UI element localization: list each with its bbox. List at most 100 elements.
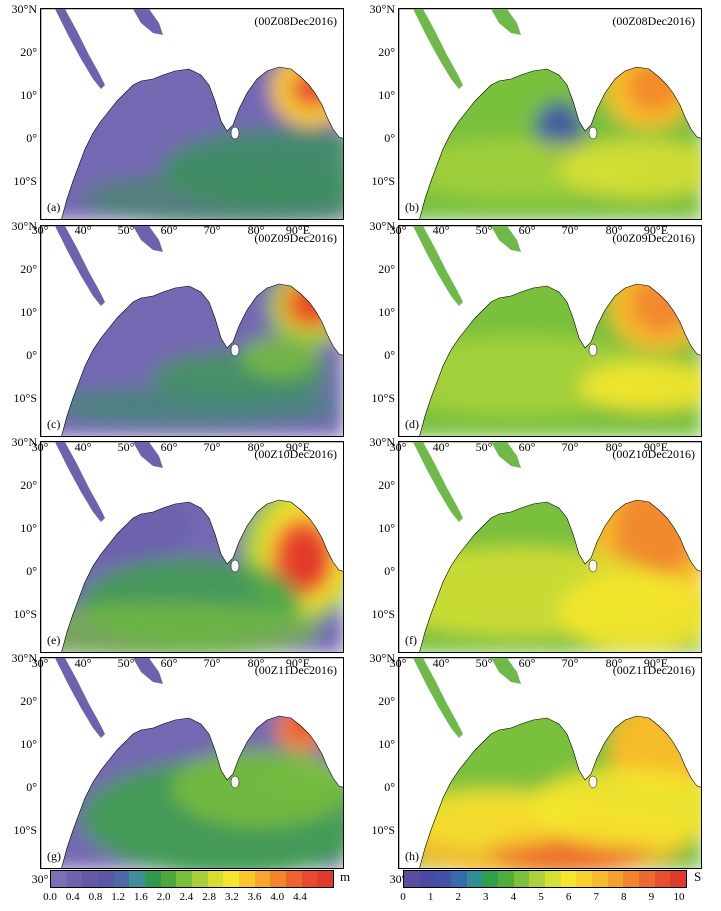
colorbar-tick-label: 0.4 bbox=[65, 891, 80, 903]
lon-tick-label: 30° bbox=[31, 223, 49, 237]
map-wave-height bbox=[40, 657, 344, 869]
lat-tick-label: 10°S bbox=[371, 823, 395, 837]
colorbar-tick-label: 0.0 bbox=[43, 891, 57, 903]
map-field bbox=[399, 658, 701, 868]
lon-tick-label: 40° bbox=[432, 440, 450, 454]
colorbar-swatch bbox=[607, 871, 624, 887]
map-field bbox=[41, 442, 343, 652]
date-label: (00Z11Dec2016) bbox=[253, 663, 338, 678]
lon-tick-label: 60° bbox=[160, 656, 178, 670]
map-wave-height bbox=[40, 8, 344, 220]
panel-d: (00Z09Dec2016) (d) bbox=[398, 225, 702, 437]
lon-tick-label: 60° bbox=[518, 656, 536, 670]
lat-tick-label: 10° bbox=[20, 737, 37, 751]
lon-tick-label: 70° bbox=[203, 223, 221, 237]
colorbar-tick-label: 9 bbox=[648, 891, 655, 903]
map-wave-period bbox=[398, 225, 702, 437]
lat-tick-label: 0° bbox=[384, 348, 395, 362]
colorbar-tick-label: 3.2 bbox=[224, 891, 239, 903]
date-label: (00Z08Dec2016) bbox=[611, 14, 696, 29]
panel-letter: (d) bbox=[404, 417, 420, 432]
lat-tick-label: 0° bbox=[26, 131, 37, 145]
lon-tick-label: 90°E bbox=[643, 223, 669, 237]
panel-a: (00Z08Dec2016) (a) bbox=[40, 8, 344, 220]
lon-tick-label: 60° bbox=[160, 440, 178, 454]
colorbar-tick-label: 3.6 bbox=[247, 891, 262, 903]
colorbar-swatch bbox=[254, 871, 271, 887]
lon-tick-label: 70° bbox=[561, 656, 579, 670]
colorbar-tick-label: 7 bbox=[593, 891, 599, 903]
lon-tick-label: 80° bbox=[247, 656, 265, 670]
lon-tick-label: 30° bbox=[31, 872, 49, 886]
lon-tick-label: 80° bbox=[247, 440, 265, 454]
date-label: (00Z09Dec2016) bbox=[253, 231, 338, 246]
lat-tick-label: 10°S bbox=[371, 607, 395, 621]
lat-tick-label: 20° bbox=[378, 478, 395, 492]
lat-tick-label: 30°N bbox=[11, 651, 37, 665]
colorbar-swatch bbox=[529, 871, 546, 887]
panel-b: (00Z08Dec2016) (b) bbox=[398, 8, 702, 220]
lon-tick-label: 50° bbox=[117, 656, 135, 670]
colorbar-tick-label: 6 bbox=[565, 891, 572, 903]
colorbar-swatch bbox=[317, 871, 334, 887]
map-field bbox=[41, 658, 343, 868]
lat-tick-label: 10° bbox=[20, 305, 37, 319]
map-wave-period bbox=[398, 657, 702, 869]
colorbar-swatch bbox=[545, 871, 561, 887]
colorbar-tick-label: 8 bbox=[621, 891, 627, 903]
lon-tick-label: 30° bbox=[389, 440, 407, 454]
map-field bbox=[41, 226, 343, 436]
colorbar-tick-label: 1.6 bbox=[134, 891, 148, 903]
colorbar-swatch bbox=[286, 871, 302, 887]
colorbar-tick-label: 5 bbox=[538, 891, 544, 903]
lat-tick-label: 20° bbox=[20, 694, 37, 708]
lon-tick-label: 30° bbox=[389, 223, 407, 237]
colorbar-swatch bbox=[239, 871, 255, 887]
lat-tick-label: 10°S bbox=[371, 174, 395, 188]
colorbar-tick-label: 0 bbox=[400, 891, 406, 903]
lon-tick-label: 30° bbox=[389, 872, 407, 886]
colorbar-unit-s: S bbox=[694, 869, 702, 884]
lat-tick-label: 20° bbox=[378, 262, 395, 276]
map-field bbox=[399, 226, 701, 436]
lat-tick-label: 10° bbox=[20, 88, 37, 102]
map-wave-period bbox=[398, 441, 702, 653]
lon-tick-label: 90°E bbox=[285, 656, 311, 670]
lon-tick-label: 90°E bbox=[643, 656, 669, 670]
map-wave-period bbox=[398, 8, 702, 220]
colorbar-swatch bbox=[207, 871, 224, 887]
lon-tick-label: 70° bbox=[203, 440, 221, 454]
lon-tick-label: 70° bbox=[203, 656, 221, 670]
date-label: (00Z09Dec2016) bbox=[611, 231, 696, 246]
panel-letter: (a) bbox=[46, 200, 62, 215]
panel-f: (00Z10Dec2016) (f) bbox=[398, 441, 702, 653]
panel-letter: (h) bbox=[404, 849, 420, 864]
date-label: (00Z10Dec2016) bbox=[611, 447, 696, 462]
colorbar-wave-height bbox=[50, 870, 334, 888]
panel-e: (00Z10Dec2016) (e) bbox=[40, 441, 344, 653]
lon-tick-label: 80° bbox=[247, 223, 265, 237]
lat-tick-label: 30°N bbox=[369, 435, 395, 449]
panel-g: (00Z11Dec2016) (g) bbox=[40, 657, 344, 869]
lat-tick-label: 0° bbox=[26, 780, 37, 794]
colorbar-swatch bbox=[482, 871, 499, 887]
lat-tick-label: 10°S bbox=[13, 391, 37, 405]
map-field bbox=[41, 9, 343, 219]
lon-tick-label: 30° bbox=[389, 656, 407, 670]
lat-tick-label: 30°N bbox=[11, 2, 37, 16]
colorbar-tick-label: 0.8 bbox=[88, 891, 103, 903]
colorbar-swatch bbox=[270, 871, 287, 887]
lat-tick-label: 10°S bbox=[13, 823, 37, 837]
date-label: (00Z10Dec2016) bbox=[253, 447, 338, 462]
lon-tick-label: 60° bbox=[160, 223, 178, 237]
colorbar-tick-label: 4.4 bbox=[293, 891, 307, 903]
colorbar-swatch bbox=[301, 871, 318, 887]
lat-tick-label: 10° bbox=[20, 521, 37, 535]
lon-tick-label: 50° bbox=[117, 223, 135, 237]
panel-letter: (b) bbox=[404, 200, 420, 215]
lon-tick-label: 40° bbox=[432, 656, 450, 670]
panel-letter: (f) bbox=[404, 633, 418, 648]
lon-tick-label: 40° bbox=[74, 440, 92, 454]
panel-letter: (e) bbox=[46, 633, 62, 648]
lon-tick-label: 50° bbox=[475, 656, 493, 670]
